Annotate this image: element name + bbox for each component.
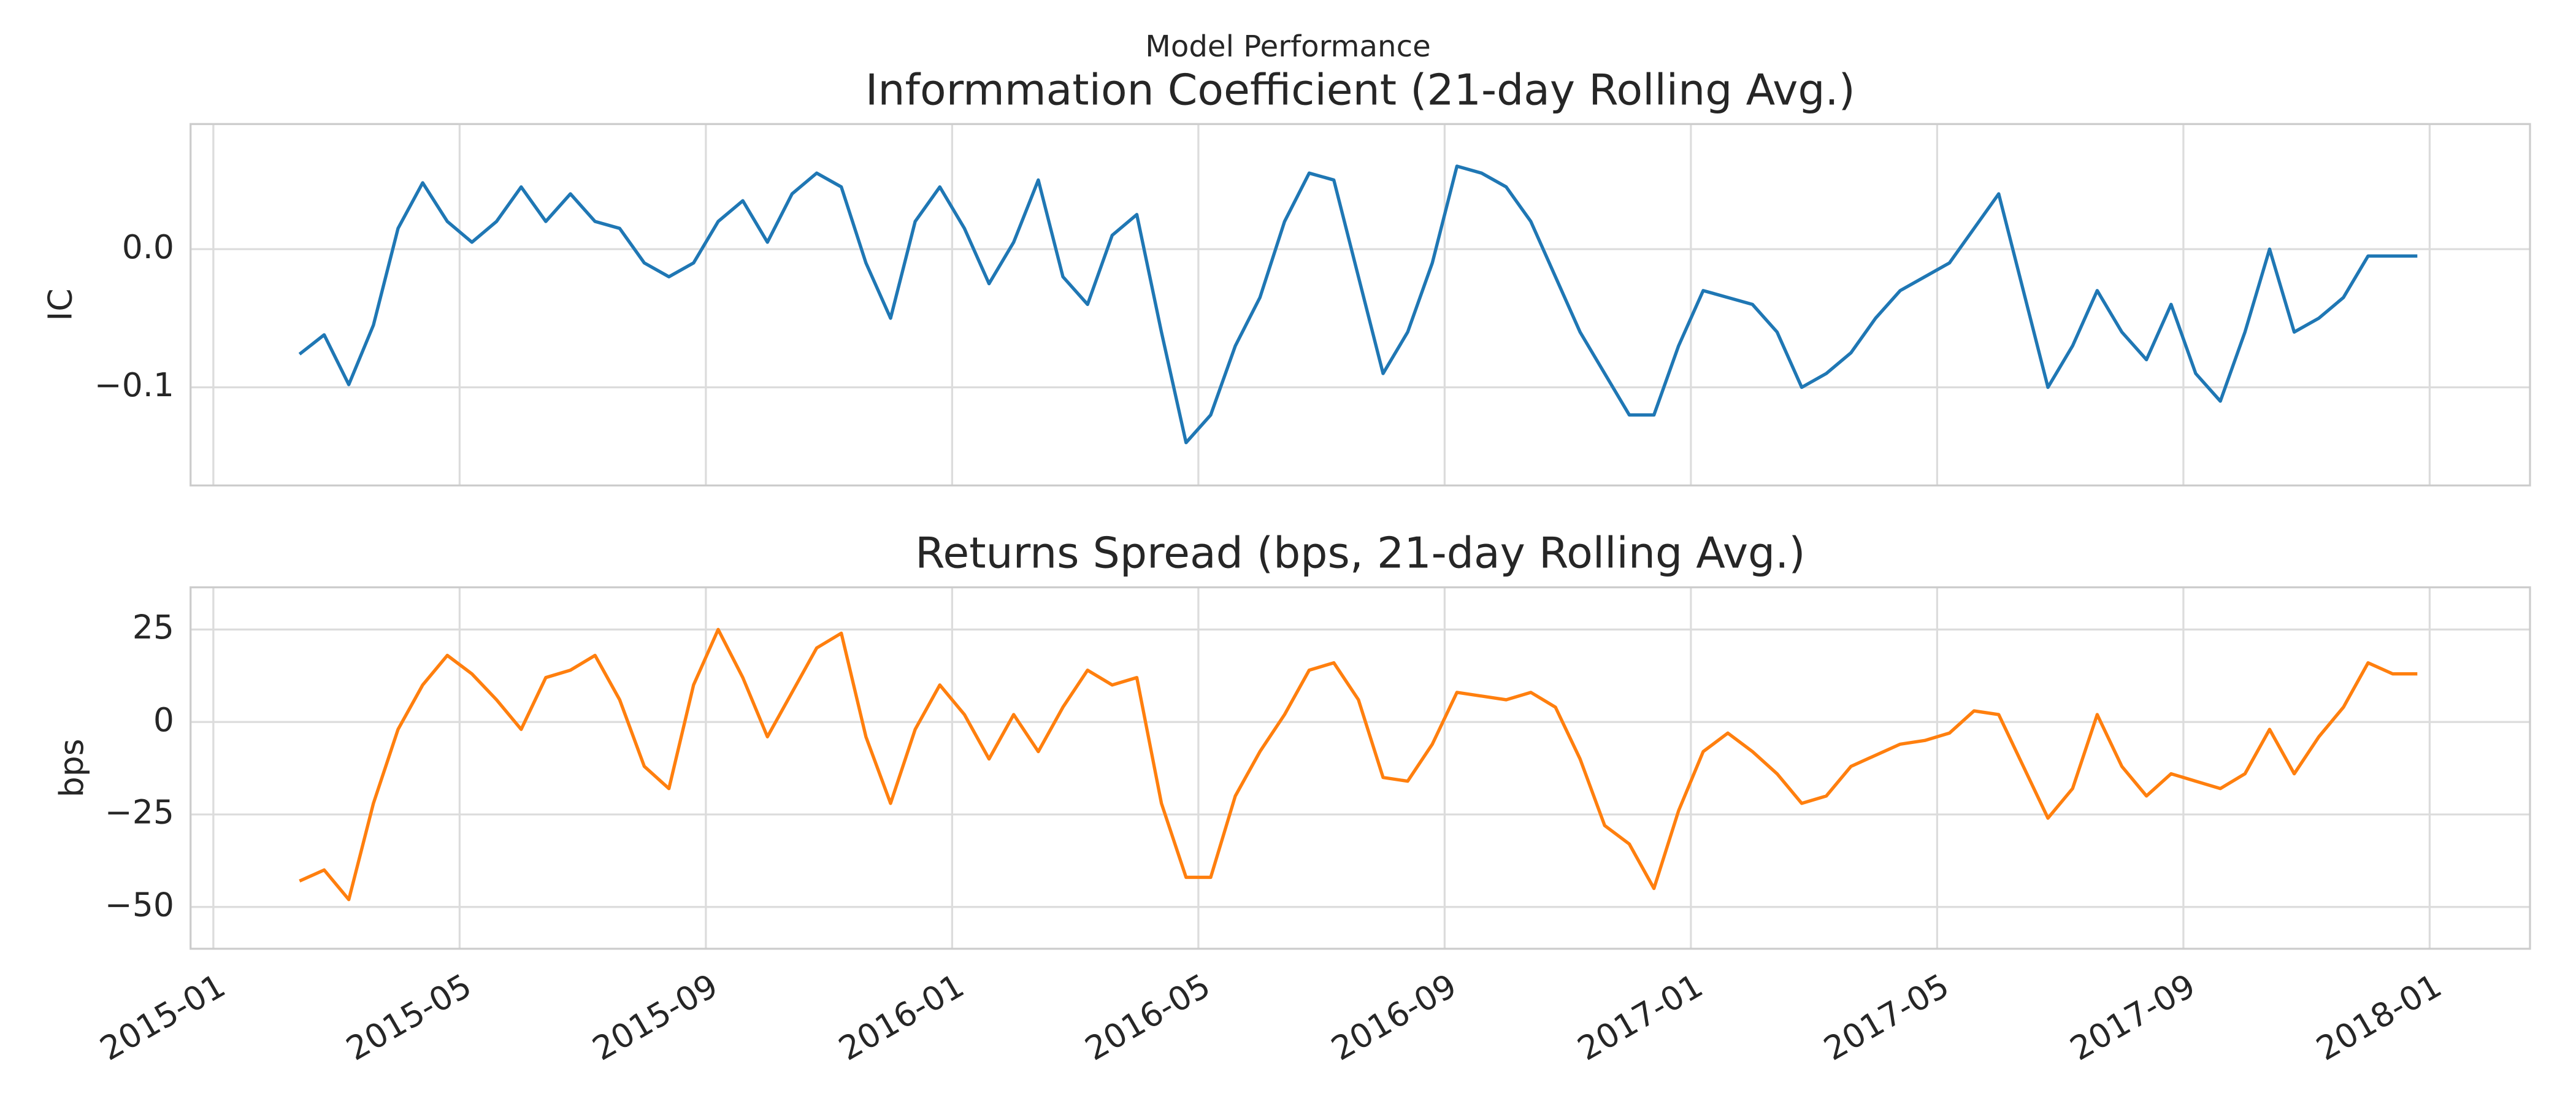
axes-frame xyxy=(190,586,2531,950)
y-tick-label: 0.0 xyxy=(122,228,174,266)
data-line xyxy=(298,164,2418,445)
axes-title: Returns Spread (bps, 21-day Rolling Avg.… xyxy=(915,529,1805,578)
y-tick-label: −50 xyxy=(105,885,174,924)
axes-title: Informmation Coefficient (21-day Rolling… xyxy=(865,65,1855,115)
data-line xyxy=(299,627,2418,902)
y-axis-label: IC xyxy=(40,288,79,321)
axes-frame xyxy=(190,123,2531,487)
y-tick-label: 25 xyxy=(132,608,174,646)
y-tick-label: −0.1 xyxy=(94,366,174,404)
y-axis-label: bps xyxy=(52,738,91,797)
y-tick-label: −25 xyxy=(105,793,174,832)
y-tick-label: 0 xyxy=(153,700,174,739)
figure-title: Model Performance xyxy=(1145,29,1431,64)
